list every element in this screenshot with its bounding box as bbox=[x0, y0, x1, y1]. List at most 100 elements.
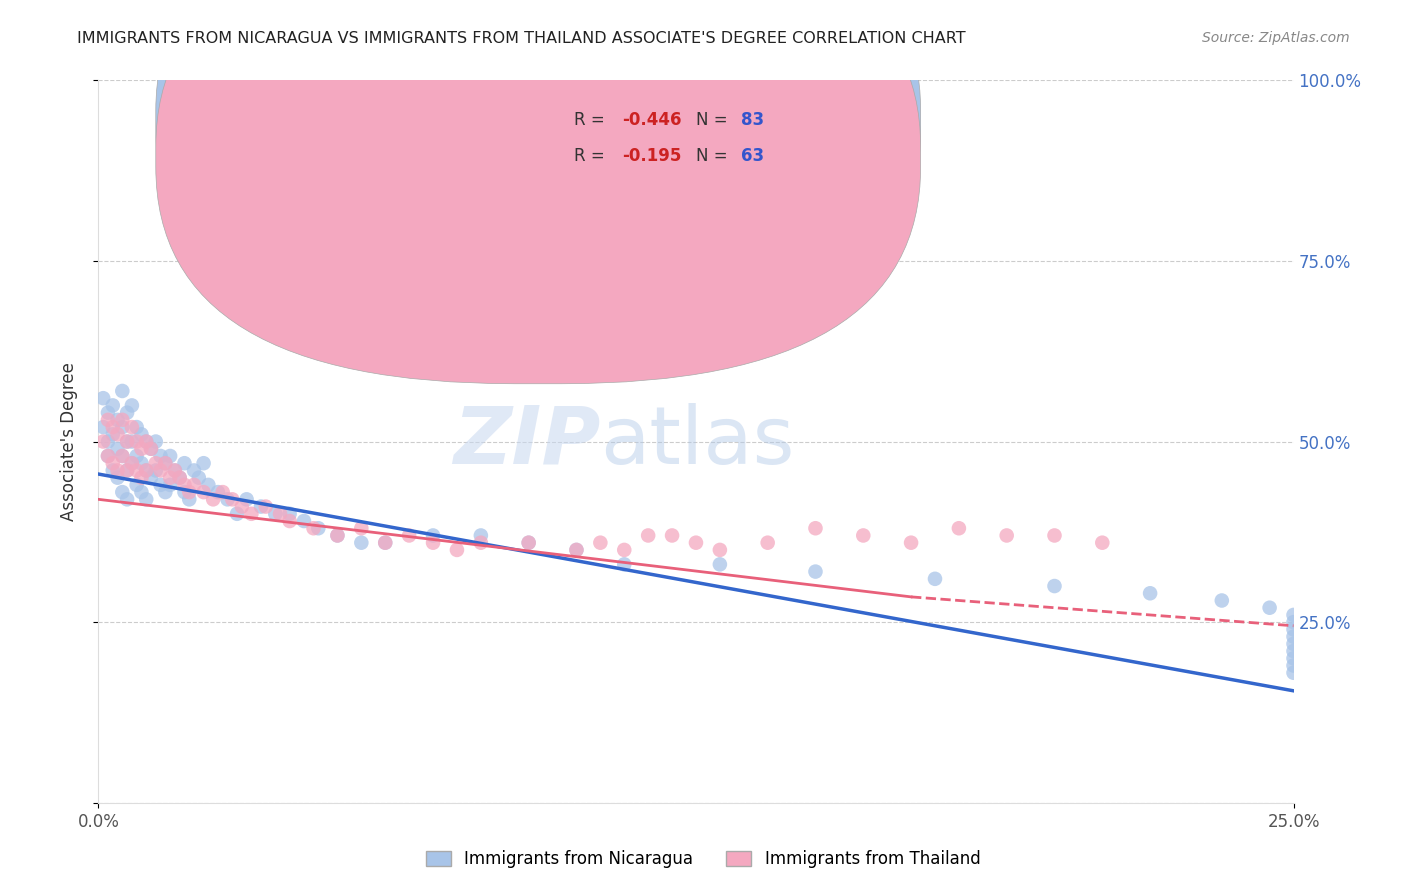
Point bbox=[97, 434, 120, 449]
Point bbox=[565, 542, 588, 557]
Point bbox=[97, 413, 120, 427]
Point bbox=[91, 420, 114, 434]
Point bbox=[197, 478, 219, 492]
Point bbox=[121, 456, 143, 470]
Point bbox=[804, 565, 827, 579]
Point bbox=[278, 507, 301, 521]
Point bbox=[131, 456, 153, 470]
Point bbox=[121, 398, 143, 412]
Point bbox=[135, 463, 157, 477]
Point bbox=[169, 470, 191, 484]
Point bbox=[169, 470, 191, 484]
FancyBboxPatch shape bbox=[156, 0, 921, 384]
Text: 63: 63 bbox=[741, 147, 765, 165]
Point bbox=[517, 535, 540, 549]
Point bbox=[264, 507, 287, 521]
Point bbox=[685, 535, 707, 549]
Point bbox=[111, 384, 134, 398]
Point bbox=[446, 542, 468, 557]
Point bbox=[149, 449, 172, 463]
Point bbox=[135, 434, 157, 449]
Point bbox=[1282, 651, 1305, 665]
Point bbox=[422, 528, 444, 542]
Point bbox=[709, 558, 731, 572]
Point bbox=[709, 542, 731, 557]
Point bbox=[470, 528, 492, 542]
Point bbox=[1282, 630, 1305, 644]
Point bbox=[131, 470, 153, 484]
Text: R =: R = bbox=[574, 147, 610, 165]
Point bbox=[183, 478, 205, 492]
Point bbox=[97, 406, 120, 420]
Point bbox=[131, 427, 153, 442]
FancyBboxPatch shape bbox=[494, 91, 839, 193]
Point bbox=[1043, 528, 1066, 542]
Point bbox=[115, 463, 138, 477]
Point bbox=[125, 478, 148, 492]
Point bbox=[115, 406, 138, 420]
Point bbox=[900, 535, 922, 549]
Point bbox=[131, 485, 153, 500]
Point bbox=[135, 492, 157, 507]
Point bbox=[139, 470, 162, 484]
Text: atlas: atlas bbox=[600, 402, 794, 481]
Point bbox=[565, 542, 588, 557]
Point bbox=[131, 442, 153, 456]
Point bbox=[97, 449, 120, 463]
Point bbox=[135, 434, 157, 449]
Point bbox=[101, 427, 124, 442]
Point bbox=[202, 492, 225, 507]
Point bbox=[115, 463, 138, 477]
Point bbox=[1282, 615, 1305, 630]
Point bbox=[145, 434, 167, 449]
Point bbox=[211, 485, 233, 500]
Point bbox=[159, 470, 181, 484]
Text: N =: N = bbox=[696, 147, 733, 165]
Point bbox=[221, 492, 243, 507]
Point bbox=[948, 521, 970, 535]
Point bbox=[422, 535, 444, 549]
Point bbox=[115, 492, 138, 507]
Point bbox=[159, 478, 181, 492]
Point bbox=[115, 434, 138, 449]
Point bbox=[470, 535, 492, 549]
Point bbox=[115, 434, 138, 449]
Point bbox=[121, 456, 143, 470]
Point bbox=[149, 463, 172, 477]
Point bbox=[173, 478, 195, 492]
Point bbox=[374, 535, 396, 549]
Point bbox=[350, 521, 373, 535]
Point bbox=[278, 514, 301, 528]
Point bbox=[250, 500, 273, 514]
Point bbox=[121, 420, 143, 434]
Point bbox=[179, 492, 201, 507]
Point bbox=[91, 391, 114, 405]
Point bbox=[589, 535, 612, 549]
Point bbox=[398, 528, 420, 542]
Point bbox=[374, 535, 396, 549]
Point bbox=[111, 449, 134, 463]
Text: ZIP: ZIP bbox=[453, 402, 600, 481]
Point bbox=[193, 485, 215, 500]
Point bbox=[302, 521, 325, 535]
Point bbox=[1258, 600, 1281, 615]
Point bbox=[207, 485, 229, 500]
Point bbox=[155, 456, 177, 470]
Point bbox=[163, 463, 186, 477]
Point bbox=[107, 413, 129, 427]
Point bbox=[107, 470, 129, 484]
Point bbox=[924, 572, 946, 586]
Text: R =: R = bbox=[574, 111, 610, 129]
Point bbox=[217, 492, 239, 507]
Point bbox=[145, 456, 167, 470]
Point bbox=[173, 456, 195, 470]
Text: N =: N = bbox=[696, 111, 733, 129]
Point bbox=[226, 507, 249, 521]
Point bbox=[101, 420, 124, 434]
Text: -0.195: -0.195 bbox=[621, 147, 682, 165]
Point bbox=[101, 398, 124, 412]
Point bbox=[254, 500, 277, 514]
Text: 83: 83 bbox=[741, 111, 765, 129]
Point bbox=[111, 420, 134, 434]
Point bbox=[1282, 607, 1305, 622]
